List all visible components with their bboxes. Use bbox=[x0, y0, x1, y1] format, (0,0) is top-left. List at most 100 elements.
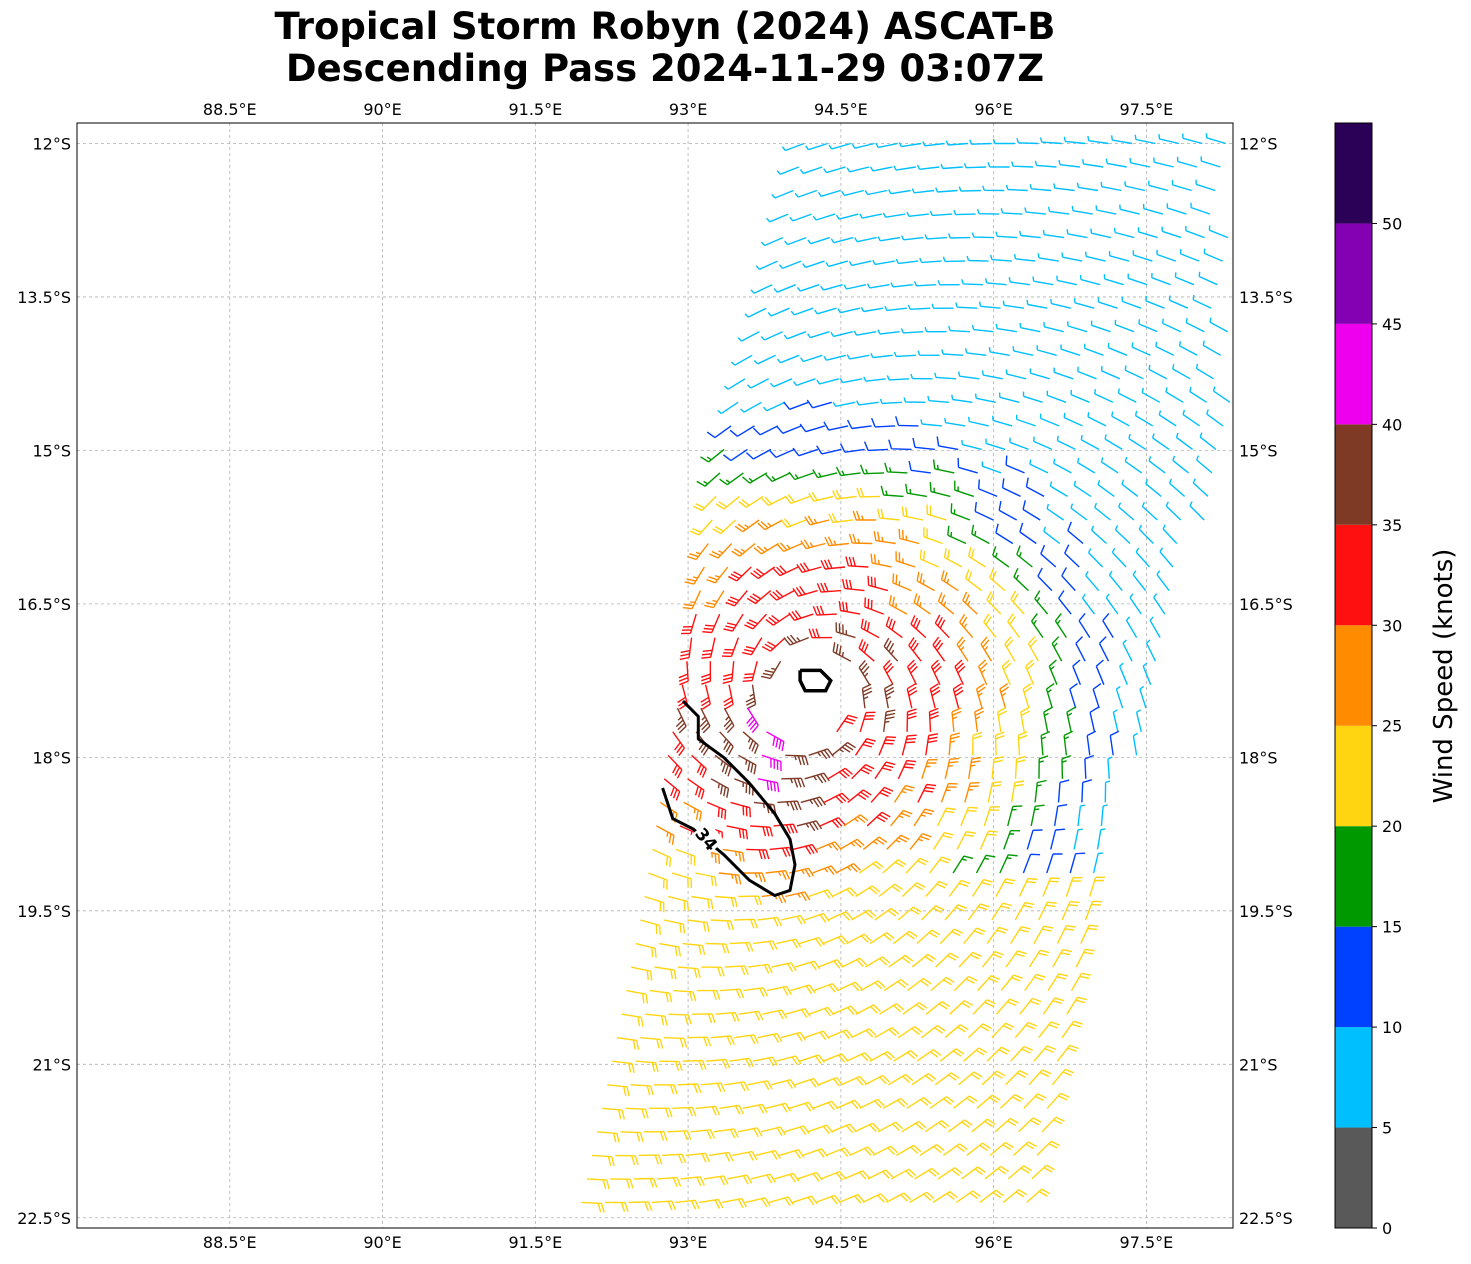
wind-barb bbox=[1094, 389, 1114, 403]
wind-barb bbox=[916, 164, 940, 170]
wind-barb bbox=[860, 618, 880, 639]
wind-barb bbox=[724, 1081, 750, 1092]
wind-barb bbox=[696, 472, 721, 487]
wind-barb bbox=[675, 848, 696, 866]
wind-barb bbox=[841, 1075, 867, 1086]
wind-barb bbox=[817, 1076, 844, 1087]
wind-barb bbox=[824, 536, 849, 547]
wind-barb bbox=[956, 831, 976, 850]
wind-barb bbox=[1086, 730, 1097, 756]
wind-barb bbox=[989, 1141, 1014, 1156]
wind-barb bbox=[732, 1150, 758, 1161]
colorbar-bin bbox=[1335, 1027, 1372, 1128]
wind-barb bbox=[1040, 730, 1051, 756]
wind-barb bbox=[804, 772, 830, 784]
wind-barb bbox=[1014, 755, 1026, 779]
wind-barb bbox=[1203, 248, 1223, 262]
wind-barb bbox=[1041, 1116, 1065, 1133]
wind-barb bbox=[1148, 364, 1168, 380]
wind-barb bbox=[685, 1152, 711, 1163]
wind-barb bbox=[808, 492, 834, 502]
wind-barb bbox=[745, 448, 772, 460]
wind-barb bbox=[710, 778, 730, 798]
wind-barb bbox=[1058, 590, 1072, 615]
wind-barb bbox=[971, 1118, 996, 1133]
wind-barb bbox=[1047, 206, 1070, 215]
wind-barb bbox=[1124, 456, 1143, 474]
wind-barb bbox=[1084, 754, 1095, 779]
wind-barb bbox=[1061, 900, 1080, 921]
wind-barb bbox=[761, 754, 782, 772]
wind-barb bbox=[701, 966, 725, 977]
wind-barb bbox=[885, 1192, 912, 1204]
wind-barb bbox=[1112, 709, 1119, 732]
wind-barb bbox=[628, 1201, 653, 1212]
wind-barb bbox=[747, 1080, 773, 1091]
wind-barb bbox=[883, 637, 899, 662]
wind-barb bbox=[750, 566, 776, 580]
wind-barb bbox=[783, 401, 809, 410]
wind-barb bbox=[781, 142, 805, 152]
wind-barb bbox=[684, 566, 705, 585]
wind-barb bbox=[1051, 636, 1063, 662]
wind-barb bbox=[916, 929, 941, 945]
wind-barb bbox=[849, 1146, 875, 1157]
wind-barb bbox=[929, 210, 953, 217]
wind-barb bbox=[825, 260, 849, 268]
wind-barb bbox=[750, 1173, 776, 1184]
wind-barb bbox=[700, 1082, 726, 1093]
wind-barb bbox=[1134, 134, 1156, 145]
wind-barb bbox=[776, 354, 800, 364]
wind-barb bbox=[934, 372, 957, 380]
wind-barb bbox=[1016, 138, 1039, 145]
wind-barb bbox=[841, 189, 864, 197]
wind-barb bbox=[961, 1166, 986, 1180]
wind-barb bbox=[964, 782, 980, 803]
wind-barb bbox=[727, 1174, 753, 1185]
wind-barb bbox=[827, 911, 854, 921]
wind-barb bbox=[813, 982, 840, 993]
wind-barb bbox=[675, 707, 687, 734]
wind-barb bbox=[802, 1148, 828, 1158]
wind-barb bbox=[1137, 227, 1158, 239]
wind-barb bbox=[839, 443, 865, 453]
wind-barb bbox=[792, 447, 819, 457]
wind-barb bbox=[1080, 924, 1099, 944]
wind-barb bbox=[816, 378, 839, 385]
wind-barb bbox=[1090, 525, 1107, 545]
wind-barb bbox=[780, 518, 807, 528]
wind-barb bbox=[812, 605, 837, 616]
wind-barb bbox=[1005, 950, 1027, 968]
wind-barb bbox=[1001, 478, 1021, 498]
wind-barb bbox=[753, 354, 776, 365]
wind-barb bbox=[983, 613, 997, 639]
wind-barb bbox=[947, 525, 967, 545]
wind-barb bbox=[998, 500, 1018, 521]
wind-barb bbox=[905, 483, 928, 498]
wind-barb bbox=[1007, 1165, 1033, 1180]
wind-barb bbox=[816, 841, 842, 851]
colorbar-tick-label: 25 bbox=[1382, 717, 1402, 736]
wind-barb bbox=[686, 543, 709, 561]
wind-barb bbox=[1076, 182, 1099, 192]
wind-barb bbox=[1090, 228, 1112, 239]
wind-barb bbox=[1053, 367, 1074, 380]
wind-barb bbox=[771, 189, 794, 199]
wind-barb bbox=[835, 862, 861, 874]
wind-barb bbox=[822, 935, 849, 945]
wind-barb bbox=[955, 1190, 981, 1203]
wind-barb bbox=[1182, 409, 1200, 427]
wind-barb bbox=[724, 378, 746, 390]
wind-barb bbox=[620, 1131, 644, 1142]
wind-barb bbox=[729, 941, 754, 952]
lon-tick-top: 88.5°E bbox=[203, 100, 257, 119]
colorbar-tick-label: 20 bbox=[1382, 817, 1402, 836]
wind-barb bbox=[954, 480, 975, 498]
wind-barb bbox=[907, 977, 932, 992]
wind-barb bbox=[838, 601, 861, 615]
axis-ticks: 88.5°E 88.5°E 90°E 90°E 91.5°E 91.5°E 93°E 93°E… bbox=[17, 100, 1293, 1252]
wind-barb bbox=[1024, 973, 1046, 992]
wind-barb bbox=[1087, 548, 1104, 568]
wind-barb bbox=[776, 166, 800, 175]
wind-barb bbox=[1042, 877, 1061, 897]
